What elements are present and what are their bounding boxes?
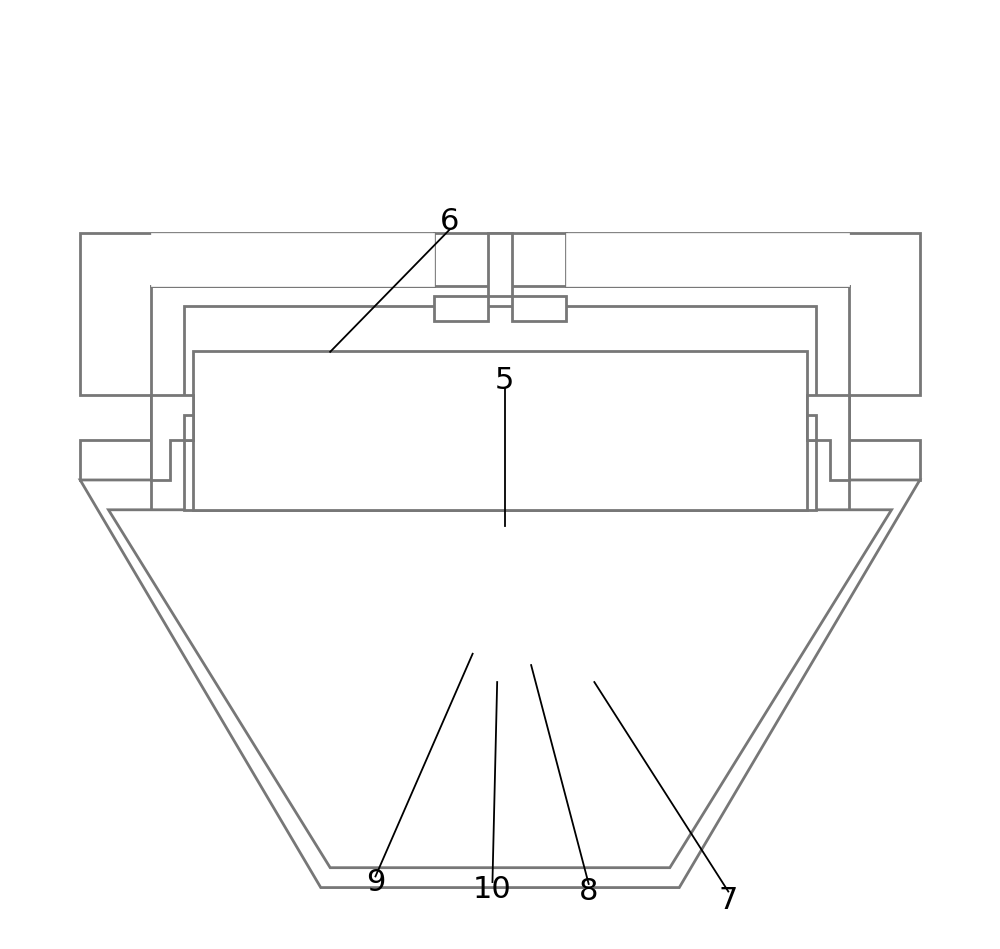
Text: 10: 10 — [473, 875, 512, 904]
Polygon shape — [807, 416, 816, 440]
Polygon shape — [807, 396, 849, 480]
Text: 6: 6 — [440, 207, 460, 236]
Polygon shape — [488, 233, 512, 296]
Polygon shape — [512, 296, 566, 321]
Polygon shape — [80, 480, 920, 887]
Polygon shape — [80, 233, 920, 530]
Polygon shape — [434, 296, 488, 321]
Polygon shape — [108, 510, 892, 867]
Polygon shape — [193, 351, 807, 510]
Polygon shape — [184, 306, 816, 510]
Text: 5: 5 — [495, 365, 514, 395]
Text: 9: 9 — [366, 867, 385, 897]
Polygon shape — [566, 233, 849, 286]
Polygon shape — [151, 286, 849, 530]
Text: 8: 8 — [579, 877, 598, 906]
Polygon shape — [184, 416, 193, 440]
Text: 7: 7 — [719, 886, 738, 916]
Polygon shape — [151, 233, 434, 286]
Polygon shape — [151, 396, 193, 480]
